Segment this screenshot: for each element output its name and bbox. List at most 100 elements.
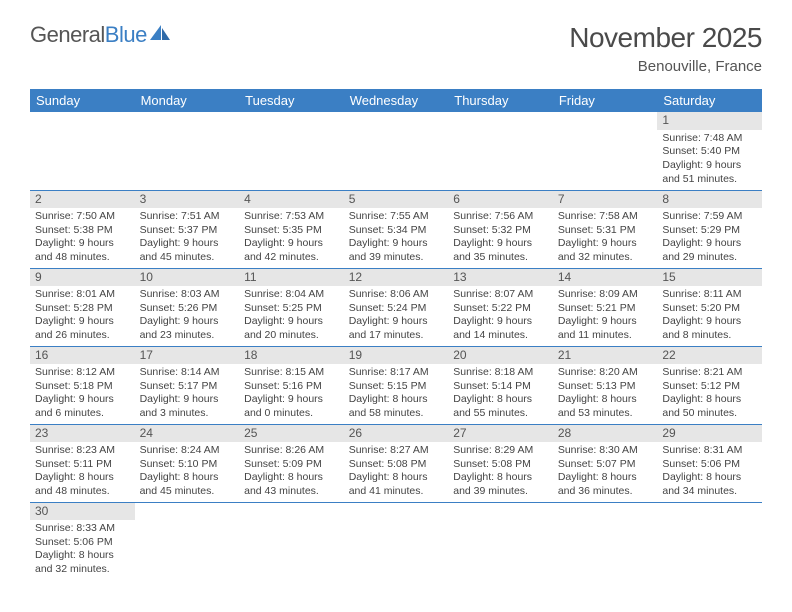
- day-cell: 29Sunrise: 8:31 AMSunset: 5:06 PMDayligh…: [657, 424, 762, 502]
- day-cell: [448, 502, 553, 580]
- day-header-row: Sunday Monday Tuesday Wednesday Thursday…: [30, 89, 762, 112]
- week-row: 23Sunrise: 8:23 AMSunset: 5:11 PMDayligh…: [30, 424, 762, 502]
- sunrise-text: Sunrise: 8:04 AM: [244, 288, 339, 302]
- daylight1-text: Daylight: 9 hours: [140, 393, 235, 407]
- daylight2-text: and 45 minutes.: [140, 485, 235, 499]
- day-details: Sunrise: 7:56 AMSunset: 5:32 PMDaylight:…: [448, 208, 553, 267]
- day-number: 28: [553, 425, 658, 443]
- day-number: 11: [239, 269, 344, 287]
- sunrise-text: Sunrise: 8:17 AM: [349, 366, 444, 380]
- sunset-text: Sunset: 5:38 PM: [35, 224, 130, 238]
- daylight2-text: and 50 minutes.: [662, 407, 757, 421]
- day-details: Sunrise: 8:31 AMSunset: 5:06 PMDaylight:…: [657, 442, 762, 501]
- sunrise-text: Sunrise: 8:03 AM: [140, 288, 235, 302]
- sunrise-text: Sunrise: 8:30 AM: [558, 444, 653, 458]
- daylight2-text: and 43 minutes.: [244, 485, 339, 499]
- daylight1-text: Daylight: 9 hours: [662, 237, 757, 251]
- sunset-text: Sunset: 5:25 PM: [244, 302, 339, 316]
- day-details: Sunrise: 8:18 AMSunset: 5:14 PMDaylight:…: [448, 364, 553, 423]
- daylight2-text: and 29 minutes.: [662, 251, 757, 265]
- day-cell: 27Sunrise: 8:29 AMSunset: 5:08 PMDayligh…: [448, 424, 553, 502]
- day-number: 26: [344, 425, 449, 443]
- day-number: 7: [553, 191, 658, 209]
- sunset-text: Sunset: 5:32 PM: [453, 224, 548, 238]
- daylight2-text: and 6 minutes.: [35, 407, 130, 421]
- daylight1-text: Daylight: 8 hours: [140, 471, 235, 485]
- day-details: Sunrise: 8:11 AMSunset: 5:20 PMDaylight:…: [657, 286, 762, 345]
- day-details: Sunrise: 7:58 AMSunset: 5:31 PMDaylight:…: [553, 208, 658, 267]
- daylight1-text: Daylight: 9 hours: [244, 237, 339, 251]
- logo-text-2: Blue: [105, 22, 147, 48]
- sunrise-text: Sunrise: 8:33 AM: [35, 522, 130, 536]
- day-details: Sunrise: 8:24 AMSunset: 5:10 PMDaylight:…: [135, 442, 240, 501]
- day-cell: 15Sunrise: 8:11 AMSunset: 5:20 PMDayligh…: [657, 268, 762, 346]
- sunset-text: Sunset: 5:17 PM: [140, 380, 235, 394]
- sunset-text: Sunset: 5:20 PM: [662, 302, 757, 316]
- daylight1-text: Daylight: 9 hours: [453, 237, 548, 251]
- sunset-text: Sunset: 5:22 PM: [453, 302, 548, 316]
- sunset-text: Sunset: 5:06 PM: [35, 536, 130, 550]
- daylight2-text: and 34 minutes.: [662, 485, 757, 499]
- day-cell: 30Sunrise: 8:33 AMSunset: 5:06 PMDayligh…: [30, 502, 135, 580]
- day-number: 21: [553, 347, 658, 365]
- day-details: Sunrise: 8:12 AMSunset: 5:18 PMDaylight:…: [30, 364, 135, 423]
- day-number: 15: [657, 269, 762, 287]
- daylight1-text: Daylight: 8 hours: [349, 393, 444, 407]
- day-number: 17: [135, 347, 240, 365]
- day-details: Sunrise: 8:20 AMSunset: 5:13 PMDaylight:…: [553, 364, 658, 423]
- day-cell: [344, 112, 449, 190]
- sunrise-text: Sunrise: 8:21 AM: [662, 366, 757, 380]
- sunset-text: Sunset: 5:18 PM: [35, 380, 130, 394]
- day-number: 3: [135, 191, 240, 209]
- sunrise-text: Sunrise: 8:27 AM: [349, 444, 444, 458]
- daylight1-text: Daylight: 8 hours: [662, 471, 757, 485]
- week-row: 2Sunrise: 7:50 AMSunset: 5:38 PMDaylight…: [30, 190, 762, 268]
- day-details: Sunrise: 8:33 AMSunset: 5:06 PMDaylight:…: [30, 520, 135, 579]
- day-number: 18: [239, 347, 344, 365]
- day-number: 10: [135, 269, 240, 287]
- daylight1-text: Daylight: 8 hours: [662, 393, 757, 407]
- day-details: Sunrise: 8:09 AMSunset: 5:21 PMDaylight:…: [553, 286, 658, 345]
- day-number: 4: [239, 191, 344, 209]
- daylight1-text: Daylight: 9 hours: [453, 315, 548, 329]
- day-number: 22: [657, 347, 762, 365]
- daylight2-text: and 26 minutes.: [35, 329, 130, 343]
- day-details: Sunrise: 8:21 AMSunset: 5:12 PMDaylight:…: [657, 364, 762, 423]
- day-cell: [135, 112, 240, 190]
- day-details: Sunrise: 8:23 AMSunset: 5:11 PMDaylight:…: [30, 442, 135, 501]
- logo: GeneralBlue: [30, 22, 171, 48]
- daylight1-text: Daylight: 9 hours: [662, 315, 757, 329]
- daylight1-text: Daylight: 9 hours: [244, 393, 339, 407]
- daylight1-text: Daylight: 9 hours: [140, 237, 235, 251]
- day-cell: 8Sunrise: 7:59 AMSunset: 5:29 PMDaylight…: [657, 190, 762, 268]
- day-cell: 21Sunrise: 8:20 AMSunset: 5:13 PMDayligh…: [553, 346, 658, 424]
- day-details: Sunrise: 8:15 AMSunset: 5:16 PMDaylight:…: [239, 364, 344, 423]
- daylight1-text: Daylight: 8 hours: [558, 393, 653, 407]
- sunrise-text: Sunrise: 8:31 AM: [662, 444, 757, 458]
- sunrise-text: Sunrise: 7:55 AM: [349, 210, 444, 224]
- day-header: Saturday: [657, 89, 762, 112]
- day-cell: 19Sunrise: 8:17 AMSunset: 5:15 PMDayligh…: [344, 346, 449, 424]
- page-title: November 2025: [569, 22, 762, 54]
- day-cell: 12Sunrise: 8:06 AMSunset: 5:24 PMDayligh…: [344, 268, 449, 346]
- daylight1-text: Daylight: 9 hours: [244, 315, 339, 329]
- day-cell: 3Sunrise: 7:51 AMSunset: 5:37 PMDaylight…: [135, 190, 240, 268]
- day-cell: 16Sunrise: 8:12 AMSunset: 5:18 PMDayligh…: [30, 346, 135, 424]
- day-cell: [448, 112, 553, 190]
- calendar-body: 1Sunrise: 7:48 AMSunset: 5:40 PMDaylight…: [30, 112, 762, 580]
- page-subtitle: Benouville, France: [569, 58, 762, 75]
- sunrise-text: Sunrise: 8:06 AM: [349, 288, 444, 302]
- sunrise-text: Sunrise: 7:48 AM: [662, 132, 757, 146]
- sunset-text: Sunset: 5:07 PM: [558, 458, 653, 472]
- daylight1-text: Daylight: 8 hours: [453, 393, 548, 407]
- daylight2-text: and 14 minutes.: [453, 329, 548, 343]
- sunrise-text: Sunrise: 7:51 AM: [140, 210, 235, 224]
- day-cell: 9Sunrise: 8:01 AMSunset: 5:28 PMDaylight…: [30, 268, 135, 346]
- sunset-text: Sunset: 5:35 PM: [244, 224, 339, 238]
- day-cell: 18Sunrise: 8:15 AMSunset: 5:16 PMDayligh…: [239, 346, 344, 424]
- sunset-text: Sunset: 5:16 PM: [244, 380, 339, 394]
- day-cell: [135, 502, 240, 580]
- day-details: Sunrise: 8:01 AMSunset: 5:28 PMDaylight:…: [30, 286, 135, 345]
- daylight2-text: and 39 minutes.: [453, 485, 548, 499]
- daylight2-text: and 41 minutes.: [349, 485, 444, 499]
